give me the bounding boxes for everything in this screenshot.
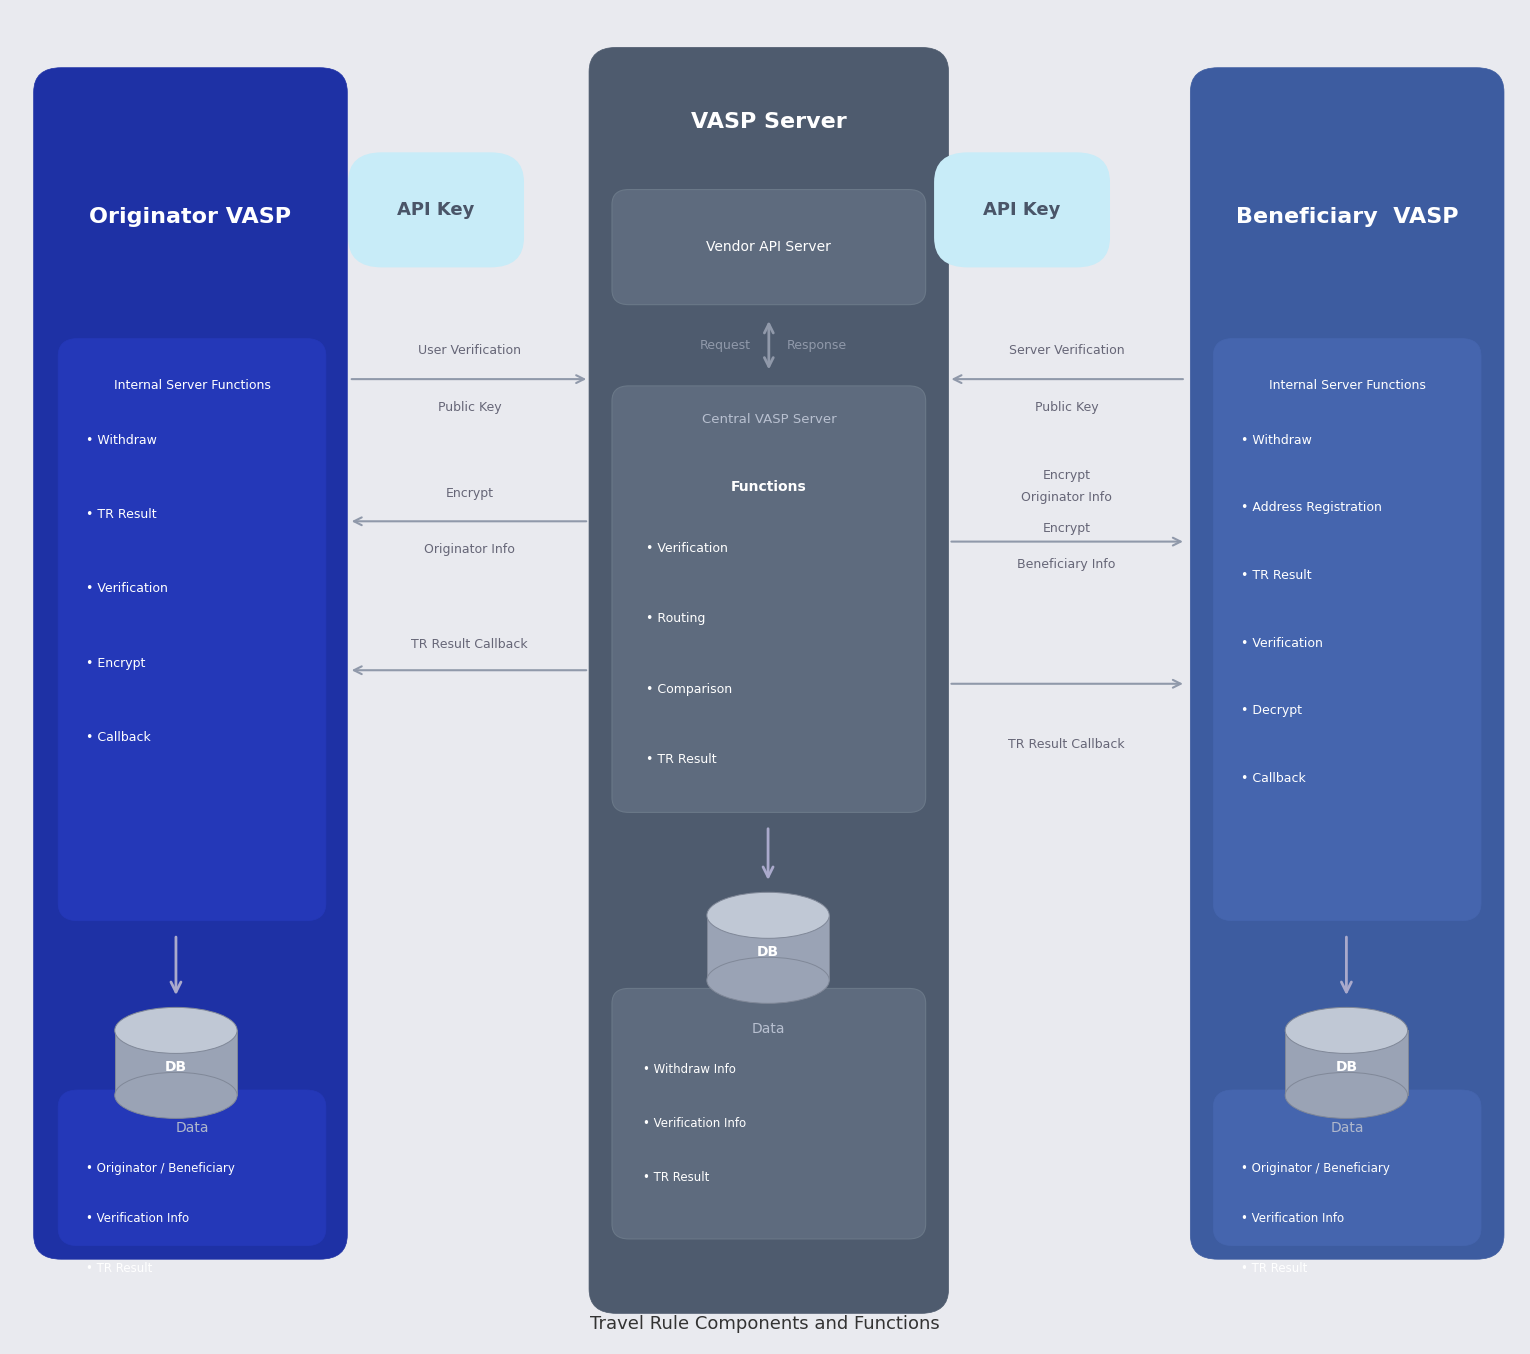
Text: Vendor API Server: Vendor API Server <box>707 240 831 255</box>
FancyBboxPatch shape <box>58 338 326 921</box>
Text: • TR Result: • TR Result <box>1241 1262 1307 1275</box>
Text: TR Result Callback: TR Result Callback <box>412 638 528 651</box>
Text: DB: DB <box>757 945 779 959</box>
Ellipse shape <box>1285 1072 1408 1118</box>
FancyBboxPatch shape <box>589 47 949 1313</box>
FancyBboxPatch shape <box>612 386 926 812</box>
Text: Data: Data <box>753 1022 785 1036</box>
Text: Functions: Functions <box>731 481 806 494</box>
Text: • Originator / Beneficiary: • Originator / Beneficiary <box>86 1162 234 1175</box>
Text: Beneficiary Info: Beneficiary Info <box>1017 558 1115 571</box>
Text: VASP Server: VASP Server <box>692 112 846 131</box>
FancyBboxPatch shape <box>347 152 523 267</box>
Text: Beneficiary  VASP: Beneficiary VASP <box>1236 207 1458 226</box>
Text: • Encrypt: • Encrypt <box>86 657 145 670</box>
Text: Request: Request <box>699 338 750 352</box>
Text: Central VASP Server: Central VASP Server <box>702 413 835 427</box>
Text: Response: Response <box>786 338 848 352</box>
FancyBboxPatch shape <box>1190 68 1504 1259</box>
Text: DB: DB <box>1336 1060 1357 1074</box>
Text: Data: Data <box>176 1121 208 1135</box>
Text: • Verification: • Verification <box>1241 636 1323 650</box>
Text: Originator Info: Originator Info <box>424 543 516 556</box>
Text: • Callback: • Callback <box>86 731 150 745</box>
Text: Data: Data <box>1331 1121 1363 1135</box>
Text: • TR Result: • TR Result <box>86 1262 151 1275</box>
Text: API Key: API Key <box>984 200 1060 219</box>
Text: • Verification Info: • Verification Info <box>1241 1212 1343 1225</box>
Bar <box>1285 1030 1408 1095</box>
Text: TR Result Callback: TR Result Callback <box>1008 738 1125 751</box>
FancyBboxPatch shape <box>1213 1090 1481 1246</box>
Text: • Withdraw Info: • Withdraw Info <box>643 1063 736 1076</box>
Text: • Address Registration: • Address Registration <box>1241 501 1382 515</box>
Text: Encrypt: Encrypt <box>1042 468 1091 482</box>
Text: Public Key: Public Key <box>438 401 502 414</box>
Text: DB: DB <box>165 1060 187 1074</box>
Text: Encrypt: Encrypt <box>1042 521 1091 535</box>
Text: Originator Info: Originator Info <box>1021 490 1112 504</box>
Text: API Key: API Key <box>398 200 474 219</box>
Ellipse shape <box>115 1007 237 1053</box>
Text: Originator VASP: Originator VASP <box>89 207 292 226</box>
FancyBboxPatch shape <box>34 68 347 1259</box>
Text: • Originator / Beneficiary: • Originator / Beneficiary <box>1241 1162 1389 1175</box>
Text: Internal Server Functions: Internal Server Functions <box>113 379 271 393</box>
Text: Travel Rule Components and Functions: Travel Rule Components and Functions <box>591 1315 939 1334</box>
Text: • Withdraw: • Withdraw <box>1241 433 1311 447</box>
Text: Server Verification: Server Verification <box>1008 344 1125 357</box>
FancyBboxPatch shape <box>1213 338 1481 921</box>
Ellipse shape <box>115 1072 237 1118</box>
Text: • TR Result: • TR Result <box>1241 569 1311 582</box>
Bar <box>707 915 829 980</box>
Text: Encrypt: Encrypt <box>445 486 494 500</box>
FancyBboxPatch shape <box>933 152 1111 267</box>
Text: Public Key: Public Key <box>1034 401 1099 414</box>
Text: • Verification Info: • Verification Info <box>643 1117 745 1131</box>
FancyBboxPatch shape <box>612 988 926 1239</box>
Text: • Routing: • Routing <box>646 612 705 626</box>
Text: • Verification: • Verification <box>646 542 728 555</box>
Text: • Comparison: • Comparison <box>646 682 731 696</box>
Text: Internal Server Functions: Internal Server Functions <box>1268 379 1426 393</box>
Ellipse shape <box>707 892 829 938</box>
Text: User Verification: User Verification <box>418 344 522 357</box>
Bar <box>115 1030 237 1095</box>
Text: • Callback: • Callback <box>1241 772 1305 785</box>
Text: • Withdraw: • Withdraw <box>86 433 156 447</box>
Text: • Verification Info: • Verification Info <box>86 1212 188 1225</box>
Text: • Verification: • Verification <box>86 582 168 596</box>
FancyBboxPatch shape <box>58 1090 326 1246</box>
Text: • TR Result: • TR Result <box>646 753 716 766</box>
Text: • Decrypt: • Decrypt <box>1241 704 1302 718</box>
Ellipse shape <box>707 957 829 1003</box>
Text: • TR Result: • TR Result <box>643 1171 708 1185</box>
Ellipse shape <box>1285 1007 1408 1053</box>
Text: • TR Result: • TR Result <box>86 508 156 521</box>
FancyBboxPatch shape <box>612 190 926 305</box>
